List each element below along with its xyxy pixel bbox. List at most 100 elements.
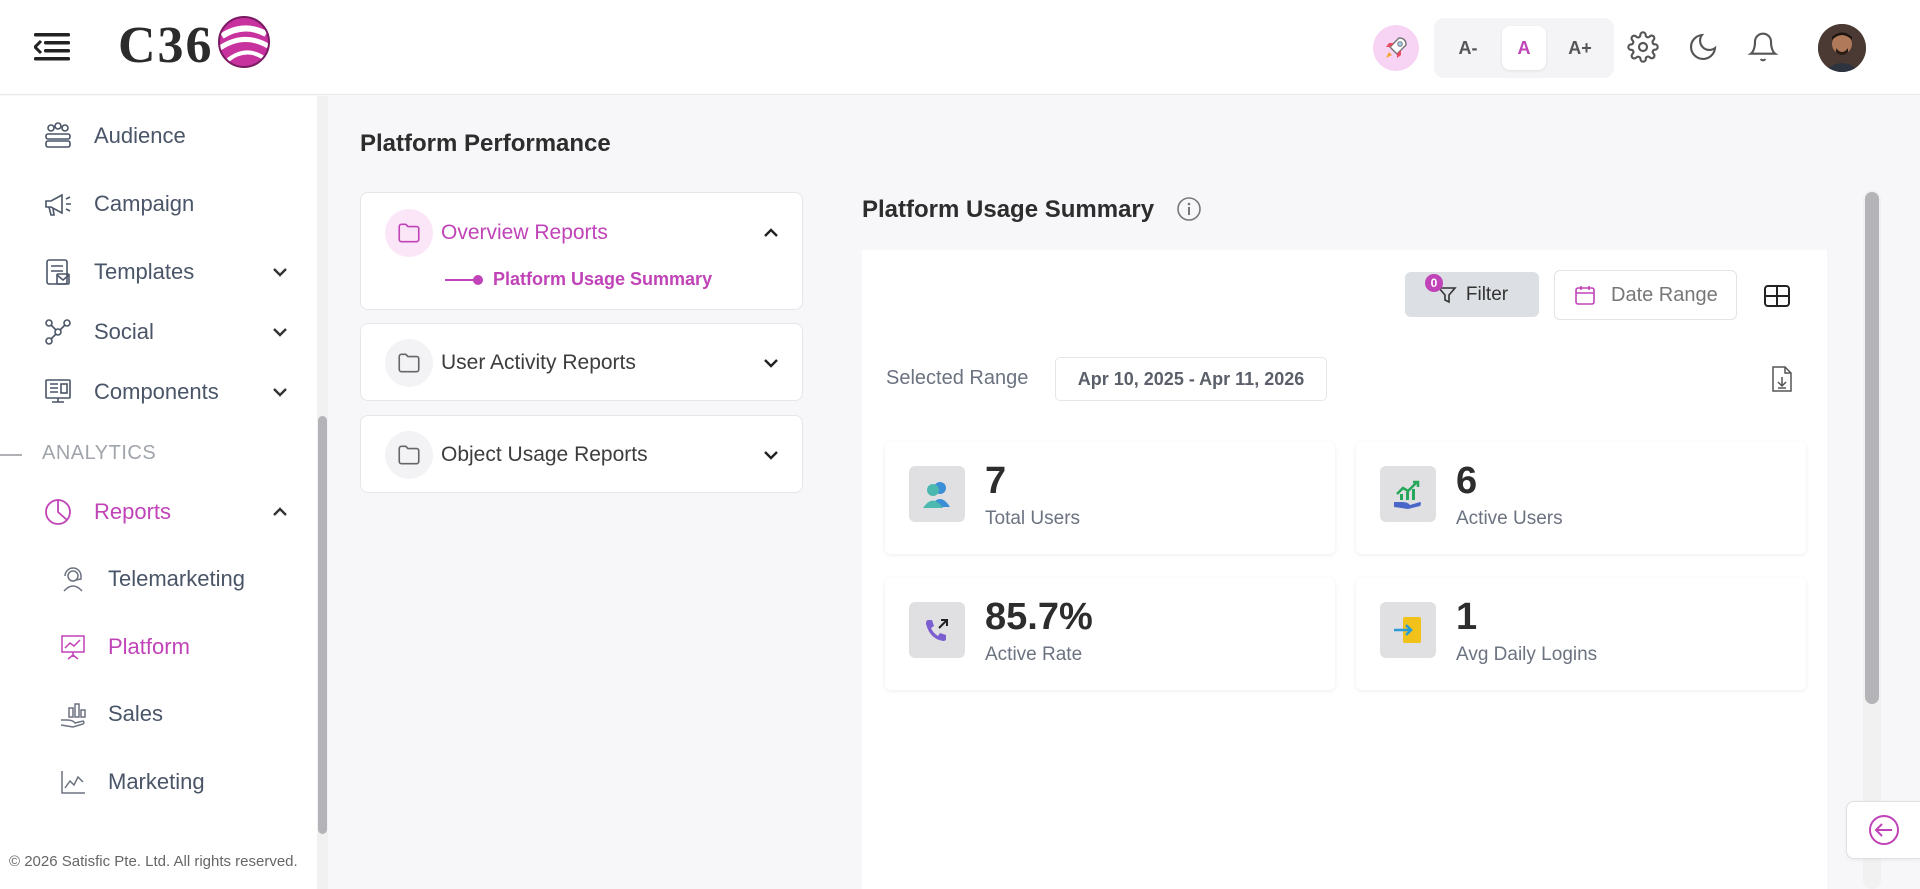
sidebar-item-templates[interactable]: Templates [40, 250, 290, 294]
stat-label: Total Users [985, 508, 1081, 529]
sidebar-subitem-label: Marketing [108, 769, 205, 794]
folder-icon [385, 431, 433, 479]
date-range-label: Date Range [1611, 283, 1718, 306]
filter-button[interactable]: 0 Filter [1405, 272, 1539, 317]
selected-range-label: Selected Range [886, 367, 1029, 389]
sidebar-subitem-label: Telemarketing [108, 566, 245, 591]
growth-hand-icon [1380, 466, 1436, 522]
stat-value: 1 [1456, 596, 1478, 638]
chevron-down-icon [273, 328, 287, 337]
sidebar-item-audience[interactable]: Audience [40, 114, 290, 158]
active-indicator [445, 274, 483, 285]
report-group-header[interactable]: User Activity Reports [385, 339, 785, 387]
report-group-header[interactable]: Overview Reports [385, 209, 785, 257]
date-range-button[interactable]: Date Range [1554, 270, 1737, 320]
sidebar: Audience Campaign Templates Social [0, 96, 328, 889]
sidebar-item-label: Social [94, 319, 154, 344]
calendar-icon [1575, 286, 1595, 305]
app-logo[interactable]: C36 [118, 14, 272, 76]
phone-outgoing-icon [909, 602, 965, 658]
report-group-header[interactable]: Object Usage Reports [385, 431, 785, 479]
sidebar-subitem-sales[interactable]: Sales [58, 692, 298, 736]
filter-label: Filter [1465, 283, 1509, 305]
chevron-up-icon [273, 507, 287, 516]
stat-card-active-users: 6 Active Users [1356, 442, 1806, 554]
sidebar-item-label: Components [94, 379, 219, 404]
selected-range-value: Apr 10, 2025 - Apr 11, 2026 [1055, 357, 1327, 401]
report-group-overview: Overview Reports Platform Usage Summary [360, 192, 803, 310]
info-icon[interactable] [1176, 196, 1202, 222]
chevron-down-icon [273, 388, 287, 397]
summary-panel [862, 250, 1827, 889]
stat-card-total-users: 7 Total Users [885, 442, 1335, 554]
sidebar-item-social[interactable]: Social [40, 310, 290, 354]
moon-icon[interactable] [1685, 29, 1721, 65]
chevron-down-icon [273, 268, 287, 277]
report-group-title: Overview Reports [441, 221, 608, 244]
bell-icon[interactable] [1745, 29, 1781, 65]
stat-label: Active Users [1456, 508, 1563, 529]
folder-icon [385, 209, 433, 257]
headset-icon [58, 564, 88, 594]
main-scrollbar-thumb[interactable] [1865, 192, 1879, 704]
logo-ball-icon [217, 16, 270, 68]
stat-label: Avg Daily Logins [1456, 644, 1598, 665]
funnel-icon [1437, 286, 1457, 303]
top-header: C36 A- A A+ [0, 0, 1920, 95]
templates-icon [40, 254, 76, 290]
pie-chart-icon [40, 494, 76, 530]
sidebar-subitem-telemarketing[interactable]: Telemarketing [58, 557, 298, 601]
report-link-label: Platform Usage Summary [493, 269, 713, 289]
font-increase-button[interactable]: A+ [1568, 37, 1592, 58]
sales-icon [58, 699, 88, 729]
sidebar-item-campaign[interactable]: Campaign [40, 182, 290, 226]
stat-value: 85.7% [985, 596, 1093, 638]
report-group-title: User Activity Reports [441, 351, 636, 374]
section-label-analytics: ANALYTICS [42, 442, 157, 464]
social-icon [40, 314, 76, 350]
sidebar-subitem-marketing[interactable]: Marketing [58, 760, 298, 804]
stat-label: Active Rate [985, 644, 1083, 665]
filter-count-badge: 0 [1425, 274, 1443, 292]
sidebar-item-label: Templates [94, 259, 195, 284]
font-decrease-button[interactable]: A- [1458, 37, 1478, 58]
hamburger-icon[interactable] [32, 30, 72, 64]
sidebar-item-reports[interactable]: Reports [40, 490, 290, 534]
sidebar-subitem-label: Platform [108, 634, 190, 659]
stat-card-avg-daily-logins: 1 Avg Daily Logins [1356, 578, 1806, 690]
sidebar-subitem-label: Sales [108, 701, 164, 726]
sidebar-subitem-platform[interactable]: Platform [58, 625, 298, 669]
chevron-down-icon [764, 451, 778, 460]
font-size-switcher: A- A A+ [1434, 18, 1614, 78]
folder-icon [385, 339, 433, 387]
login-door-icon [1380, 602, 1436, 658]
sidebar-scrollbar-thumb[interactable] [318, 416, 327, 834]
sidebar-item-label: Campaign [94, 191, 195, 216]
arrow-left-circle-icon [1868, 815, 1899, 845]
copyright-text: © 2026 Satisfic Pte. Ltd. All rights res… [9, 853, 298, 870]
sidebar-item-label: Reports [94, 499, 172, 524]
presentation-icon [58, 632, 88, 662]
megaphone-icon [40, 186, 76, 222]
panel-title: Platform Usage Summary [862, 196, 1155, 223]
font-normal-button[interactable]: A [1502, 26, 1546, 70]
stat-card-active-rate: 85.7% Active Rate [885, 578, 1335, 690]
sidebar-item-label: Audience [94, 123, 186, 148]
line-chart-icon [58, 767, 88, 797]
users-icon [909, 466, 965, 522]
stat-value: 7 [985, 460, 1007, 502]
rocket-icon[interactable] [1373, 25, 1419, 71]
stat-value: 6 [1456, 460, 1478, 502]
chevron-down-icon [764, 359, 778, 368]
report-link-platform-usage-summary[interactable]: Platform Usage Summary [445, 269, 712, 290]
user-avatar[interactable] [1818, 24, 1866, 72]
report-group-title: Object Usage Reports [441, 443, 648, 466]
gear-icon[interactable] [1625, 29, 1661, 65]
components-icon [40, 374, 76, 410]
collapse-panel-button[interactable] [1846, 801, 1920, 859]
grid-view-icon[interactable] [1762, 281, 1792, 311]
sidebar-item-components[interactable]: Components [40, 370, 290, 414]
section-divider [0, 454, 22, 456]
download-file-icon[interactable] [1769, 364, 1795, 394]
report-group-user-activity: User Activity Reports [360, 323, 803, 401]
